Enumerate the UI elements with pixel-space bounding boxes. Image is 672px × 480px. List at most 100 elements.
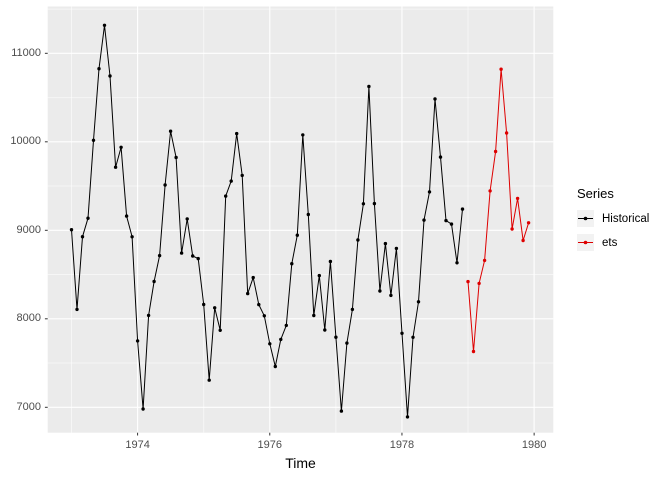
ets-data-point (482, 258, 487, 263)
historical-data-point (422, 218, 426, 222)
historical-data-point (361, 202, 366, 206)
ets-data-point (493, 149, 498, 154)
legend-item-historical: Historical (577, 210, 649, 227)
historical-data-point (251, 275, 255, 280)
historical-data-point (262, 314, 266, 318)
historical-data-point (91, 138, 96, 142)
historical-data-point (328, 259, 333, 264)
historical-data-point (202, 302, 206, 307)
historical-data-point (146, 313, 151, 318)
historical-data-point (229, 179, 233, 183)
historical-data-point (174, 155, 178, 160)
historical-data-point (213, 306, 217, 310)
legend-key-historical-icon (577, 210, 594, 227)
x-axis-tick-label: 1974 (125, 438, 150, 451)
historical-data-point (224, 194, 228, 198)
historical-data-point (383, 241, 388, 246)
historical-data-point (295, 233, 299, 237)
historical-data-point (113, 165, 118, 169)
historical-data-point (185, 217, 189, 221)
historical-data-point (80, 235, 85, 239)
historical-data-point (135, 339, 140, 343)
plot-panel (47, 6, 554, 433)
historical-data-point (130, 235, 134, 239)
historical-data-point (345, 341, 349, 345)
historical-data-point (179, 251, 184, 255)
historical-data-point (141, 407, 145, 411)
y-axis-tick-label: 8000 (16, 312, 41, 325)
x-axis-tick-label: 1978 (389, 438, 415, 451)
historical-data-point (323, 328, 327, 332)
ets-data-point (466, 279, 470, 284)
historical-data-point (378, 289, 382, 293)
legend-key-ets-icon (577, 234, 594, 251)
historical-data-point (218, 328, 222, 332)
historical-data-point (86, 216, 90, 220)
historical-data-point (196, 256, 200, 261)
historical-data-point (152, 279, 156, 284)
historical-data-point (246, 291, 250, 296)
legend-label-historical: Historical (602, 212, 650, 225)
historical-data-point (97, 67, 101, 71)
historical-data-point (306, 212, 310, 217)
historical-data-point (235, 131, 239, 136)
historical-data-point (268, 342, 272, 346)
ets-series-line (467, 68, 530, 352)
historical-data-point (157, 253, 162, 258)
x-axis-tick-label: 1976 (257, 438, 283, 451)
ets-data-point (471, 349, 476, 354)
historical-data-point (168, 129, 173, 133)
historical-data-point (334, 335, 338, 339)
historical-data-point (207, 378, 211, 382)
ets-data-point (526, 221, 531, 225)
historical-series-line (71, 24, 463, 418)
legend-item-ets: ets (577, 234, 649, 251)
historical-data-point (279, 337, 283, 342)
historical-data-point (433, 97, 437, 101)
historical-data-point (163, 183, 167, 187)
historical-data-point (273, 364, 277, 369)
historical-data-point (108, 74, 112, 78)
legend-title: Series (577, 186, 614, 201)
ets-data-point (488, 189, 492, 193)
ets-data-point (521, 238, 525, 243)
legend: Series Historical ets (577, 186, 649, 258)
historical-data-point (339, 409, 344, 413)
historical-data-point (301, 133, 305, 137)
historical-data-point (449, 222, 454, 226)
ets-data-point (510, 227, 514, 231)
historical-data-point (411, 335, 415, 339)
historical-data-point (405, 415, 410, 419)
x-axis-tick-label: 1980 (521, 438, 547, 451)
x-axis-title: Time (285, 455, 316, 471)
historical-data-point (312, 313, 316, 318)
historical-data-point (102, 23, 107, 27)
historical-data-point (372, 201, 377, 206)
ets-data-point (477, 281, 481, 286)
y-axis-tick-label: 11000 (11, 46, 41, 59)
ets-data-point (515, 196, 520, 201)
ets-data-point (499, 67, 503, 71)
historical-data-point (69, 228, 74, 232)
historical-data-point (257, 302, 261, 307)
historical-data-point (444, 218, 448, 223)
historical-data-point (356, 238, 360, 242)
historical-data-point (460, 207, 465, 211)
historical-data-point (438, 155, 443, 159)
historical-data-point (124, 214, 129, 218)
ets-data-point (504, 131, 509, 135)
historical-data-point (389, 293, 393, 298)
historical-data-point (455, 261, 459, 265)
y-axis-tick-label: 7000 (16, 400, 41, 413)
historical-data-point (367, 84, 371, 89)
historical-data-point (240, 173, 244, 178)
historical-data-point (400, 331, 404, 335)
historical-data-point (427, 190, 432, 194)
y-axis-tick-label: 9000 (16, 223, 41, 236)
historical-data-point (191, 254, 195, 258)
historical-data-point (284, 323, 288, 328)
historical-data-point (394, 246, 399, 251)
historical-data-point (416, 300, 421, 304)
